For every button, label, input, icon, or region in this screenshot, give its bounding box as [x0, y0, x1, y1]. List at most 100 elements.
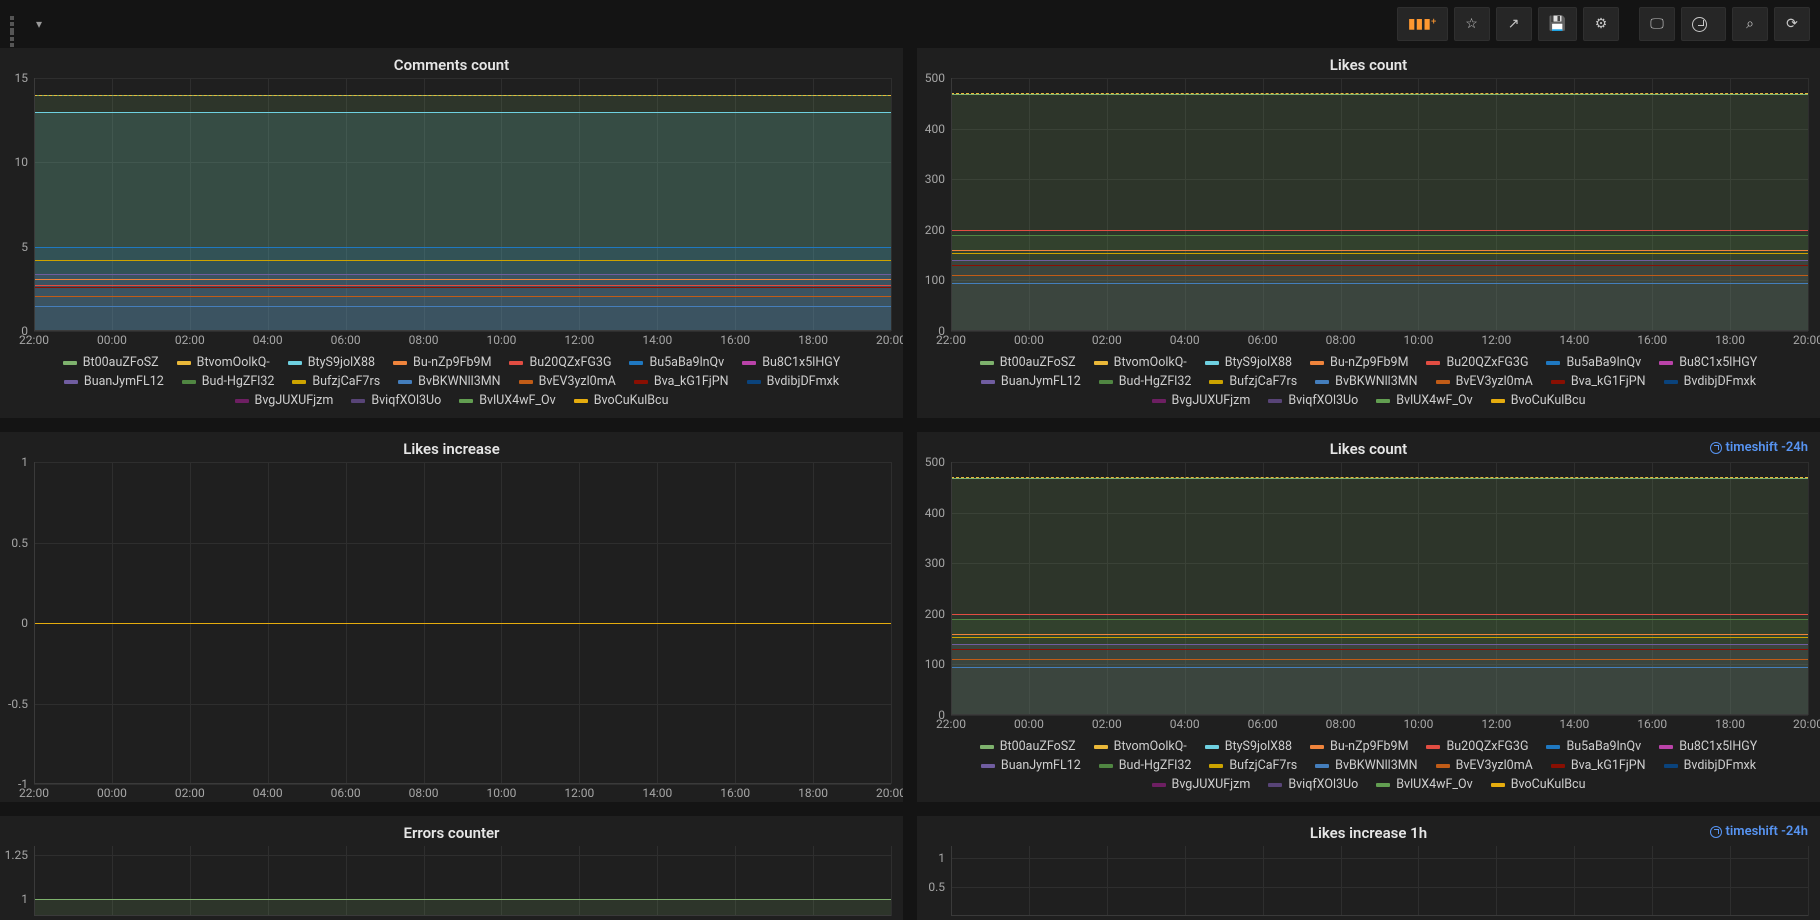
- dashboard-title-dropdown[interactable]: ▾: [10, 16, 42, 32]
- save-button[interactable]: 💾: [1538, 7, 1577, 41]
- legend-item[interactable]: BviqfXOl3Uo: [351, 393, 441, 408]
- panel-likes-count-2[interactable]: Likes counttimeshift -24h010020030040050…: [917, 432, 1820, 802]
- plot[interactable]: [34, 462, 891, 784]
- legend-item[interactable]: BvoCuKulBcu: [574, 393, 669, 408]
- chart-area[interactable]: -1-0.500.51: [0, 462, 903, 784]
- legend-item[interactable]: Bu8C1x5lHGY: [742, 355, 840, 370]
- legend-item[interactable]: BvgJUXUFjzm: [1152, 777, 1251, 792]
- legend-item[interactable]: BvEV3yzl0mA: [1436, 758, 1533, 773]
- legend-item[interactable]: Bu8C1x5lHGY: [1659, 739, 1757, 754]
- legend-swatch: [235, 399, 249, 403]
- legend-item[interactable]: BufzjCaF7rs: [292, 374, 380, 389]
- legend-item[interactable]: BvdibjDFmxk: [747, 374, 839, 389]
- x-tick: 22:00: [936, 333, 966, 347]
- share-button[interactable]: ↗: [1496, 7, 1532, 41]
- plot[interactable]: [951, 462, 1808, 715]
- legend-item[interactable]: BvgJUXUFjzm: [235, 393, 334, 408]
- chart-area[interactable]: 0100200300400500: [917, 462, 1820, 715]
- panel-comments-count[interactable]: Comments count05101522:0000:0002:0004:00…: [0, 48, 903, 418]
- legend-item[interactable]: BvBKWNll3MN: [1315, 374, 1417, 389]
- legend-item[interactable]: BvdibjDFmxk: [1664, 758, 1756, 773]
- legend-item[interactable]: BvlUX4wF_Ov: [459, 393, 555, 408]
- legend-item[interactable]: BvlUX4wF_Ov: [1376, 777, 1472, 792]
- legend-item[interactable]: Bt00auZFoSZ: [63, 355, 159, 370]
- legend-item[interactable]: Bva_kG1FjPN: [1551, 758, 1646, 773]
- legend-item[interactable]: Bu20QZxFG3G: [509, 355, 611, 370]
- legend-item[interactable]: Bud-HgZFl32: [1099, 374, 1192, 389]
- legend-item[interactable]: BvgJUXUFjzm: [1152, 393, 1251, 408]
- y-tick: 15: [15, 71, 29, 85]
- plot-frame: [34, 846, 891, 916]
- legend-item[interactable]: BtyS9jolX88: [1205, 355, 1292, 370]
- add-panel-button[interactable]: ▮▮▮⁺: [1397, 7, 1448, 41]
- chart-area[interactable]: 0100200300400500: [917, 78, 1820, 331]
- legend-swatch: [509, 361, 523, 365]
- zoom-out-button[interactable]: ⌕: [1732, 7, 1768, 41]
- legend-label: Bu20QZxFG3G: [529, 355, 611, 370]
- plot[interactable]: [951, 78, 1808, 331]
- legend-item[interactable]: Bu20QZxFG3G: [1426, 739, 1528, 754]
- legend-item[interactable]: BtyS9jolX88: [288, 355, 375, 370]
- legend-item[interactable]: BufzjCaF7rs: [1209, 758, 1297, 773]
- legend-item[interactable]: BvBKWNll3MN: [398, 374, 500, 389]
- legend-item[interactable]: Bu-nZp9Fb9M: [1310, 355, 1408, 370]
- chart-area[interactable]: 11.25: [0, 846, 903, 916]
- legend-item[interactable]: BtvomOolkQ-: [1094, 739, 1187, 754]
- legend-item[interactable]: Bu-nZp9Fb9M: [1310, 739, 1408, 754]
- x-tick: 22:00: [19, 333, 49, 347]
- plot[interactable]: [951, 846, 1808, 916]
- legend-label: BvBKWNll3MN: [1335, 374, 1417, 389]
- legend-item[interactable]: BtvomOolkQ-: [177, 355, 270, 370]
- legend-item[interactable]: BvdibjDFmxk: [1664, 374, 1756, 389]
- legend-item[interactable]: BtvomOolkQ-: [1094, 355, 1187, 370]
- star-button[interactable]: ☆: [1454, 7, 1490, 41]
- chart-area[interactable]: 0.51: [917, 846, 1820, 916]
- legend-item[interactable]: BuanJymFL12: [981, 758, 1081, 773]
- plot[interactable]: [34, 846, 891, 916]
- legend-item[interactable]: Bva_kG1FjPN: [1551, 374, 1646, 389]
- plot-frame: [951, 78, 1808, 331]
- settings-button[interactable]: ⚙: [1583, 7, 1619, 41]
- legend-item[interactable]: BvoCuKulBcu: [1491, 777, 1586, 792]
- legend-item[interactable]: Bu-nZp9Fb9M: [393, 355, 491, 370]
- y-tick: 0.5: [11, 536, 28, 550]
- legend-item[interactable]: BvoCuKulBcu: [1491, 393, 1586, 408]
- zoom-out-icon: ⌕: [1746, 16, 1754, 32]
- legend-item[interactable]: BuanJymFL12: [981, 374, 1081, 389]
- panel-likes-increase-1h[interactable]: Likes increase 1htimeshift -24h0.5122:00…: [917, 816, 1820, 920]
- legend-item[interactable]: Bud-HgZFl32: [182, 374, 275, 389]
- legend-swatch: [1491, 783, 1505, 787]
- legend-item[interactable]: Bu5aBa9lnQv: [629, 355, 724, 370]
- legend-item[interactable]: BvEV3yzl0mA: [519, 374, 616, 389]
- legend-label: Bud-HgZFl32: [1119, 374, 1192, 389]
- legend-item[interactable]: BviqfXOl3Uo: [1268, 393, 1358, 408]
- legend-item[interactable]: BuanJymFL12: [64, 374, 164, 389]
- legend-item[interactable]: Bu5aBa9lnQv: [1546, 739, 1641, 754]
- legend-item[interactable]: Bt00auZFoSZ: [980, 739, 1076, 754]
- legend-item[interactable]: Bt00auZFoSZ: [980, 355, 1076, 370]
- legend-item[interactable]: Bva_kG1FjPN: [634, 374, 729, 389]
- legend-item[interactable]: Bu8C1x5lHGY: [1659, 355, 1757, 370]
- panel-likes-count-1[interactable]: Likes count010020030040050022:0000:0002:…: [917, 48, 1820, 418]
- legend-item[interactable]: Bud-HgZFl32: [1099, 758, 1192, 773]
- cycle-view-button[interactable]: 🖵: [1639, 7, 1675, 41]
- panel-likes-increase[interactable]: Likes increase-1-0.500.5122:0000:0002:00…: [0, 432, 903, 802]
- legend-item[interactable]: BviqfXOl3Uo: [1268, 777, 1358, 792]
- plot[interactable]: [34, 78, 891, 331]
- y-tick: 400: [925, 506, 945, 520]
- chart-area[interactable]: 051015: [0, 78, 903, 331]
- legend-swatch: [1094, 361, 1108, 365]
- legend-item[interactable]: BvEV3yzl0mA: [1436, 374, 1533, 389]
- legend-label: BtyS9jolX88: [308, 355, 375, 370]
- legend-item[interactable]: Bu20QZxFG3G: [1426, 355, 1528, 370]
- refresh-button[interactable]: ⟳: [1774, 7, 1810, 41]
- legend-item[interactable]: BvlUX4wF_Ov: [1376, 393, 1472, 408]
- legend-item[interactable]: Bu5aBa9lnQv: [1546, 355, 1641, 370]
- legend-item[interactable]: BvBKWNll3MN: [1315, 758, 1417, 773]
- save-icon: 💾: [1549, 16, 1566, 32]
- panel-errors-counter[interactable]: Errors counter11.2522:0000:0002:0004:000…: [0, 816, 903, 920]
- legend-item[interactable]: BtyS9jolX88: [1205, 739, 1292, 754]
- legend-item[interactable]: BufzjCaF7rs: [1209, 374, 1297, 389]
- x-tick: 14:00: [642, 786, 672, 800]
- time-range-button[interactable]: [1681, 7, 1726, 41]
